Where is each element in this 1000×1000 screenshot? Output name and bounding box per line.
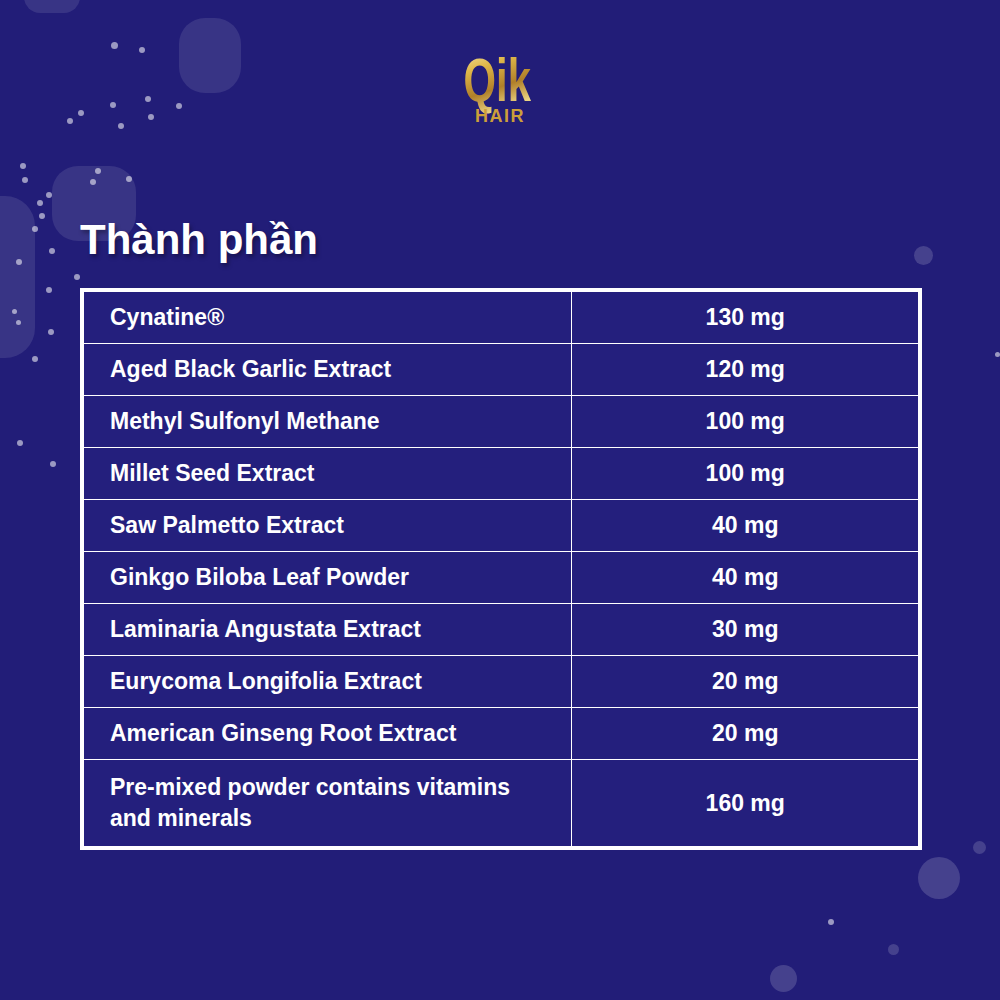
svg-text:Qik: Qik	[464, 46, 532, 114]
